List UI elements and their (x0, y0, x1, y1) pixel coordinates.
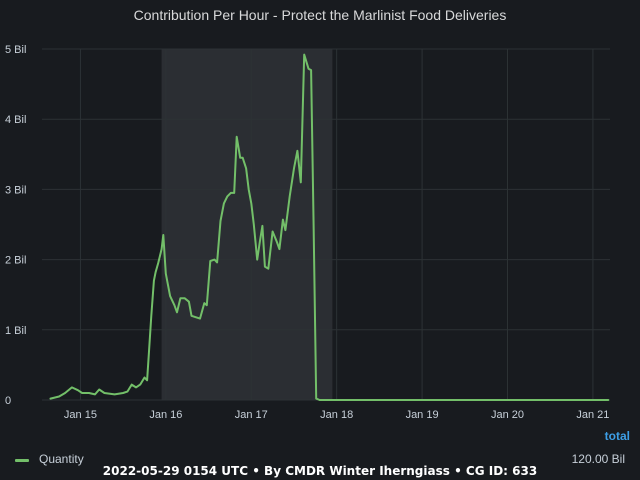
footer-credit: 2022-05-29 0154 UTC • By CMDR Winter Ihe… (102, 464, 538, 478)
x-tick-label: Jan 21 (576, 409, 609, 421)
x-tick-label: Jan 19 (406, 409, 439, 421)
y-tick-label: 2 Bil (5, 255, 26, 267)
y-tick-label: 3 Bil (5, 184, 26, 196)
legend-swatch (15, 459, 29, 462)
y-tick-label: 4 Bil (5, 114, 26, 126)
y-tick-label: 1 Bil (5, 325, 26, 337)
x-tick-label: Jan 17 (235, 409, 268, 421)
y-tick-label: 0 (5, 395, 11, 407)
grid (42, 48, 610, 401)
series-line-quantity[interactable] (49, 53, 610, 401)
x-tick-label: Jan 15 (64, 409, 97, 421)
legend-series-name: Quantity (39, 452, 84, 466)
legend-total-value: 120.00 Bil (571, 452, 625, 466)
x-tick-label: Jan 18 (320, 409, 353, 421)
time-region-highlight (161, 49, 333, 400)
x-tick-label: Jan 20 (491, 409, 524, 421)
series-layer[interactable] (49, 53, 610, 401)
panel-title: Contribution Per Hour - Protect the Marl… (133, 7, 507, 23)
axes: 0 1 Bil 2 Bil 3 Bil 4 Bil 5 Bil Jan 15 Jan 16 Ja… (5, 44, 609, 421)
legend-total-header[interactable]: total (604, 429, 630, 443)
legend-item-quantity[interactable]: Quantity 120.00 Bil (15, 452, 625, 468)
x-tick-label: Jan 16 (149, 409, 182, 421)
y-tick-label: 5 Bil (5, 44, 26, 56)
